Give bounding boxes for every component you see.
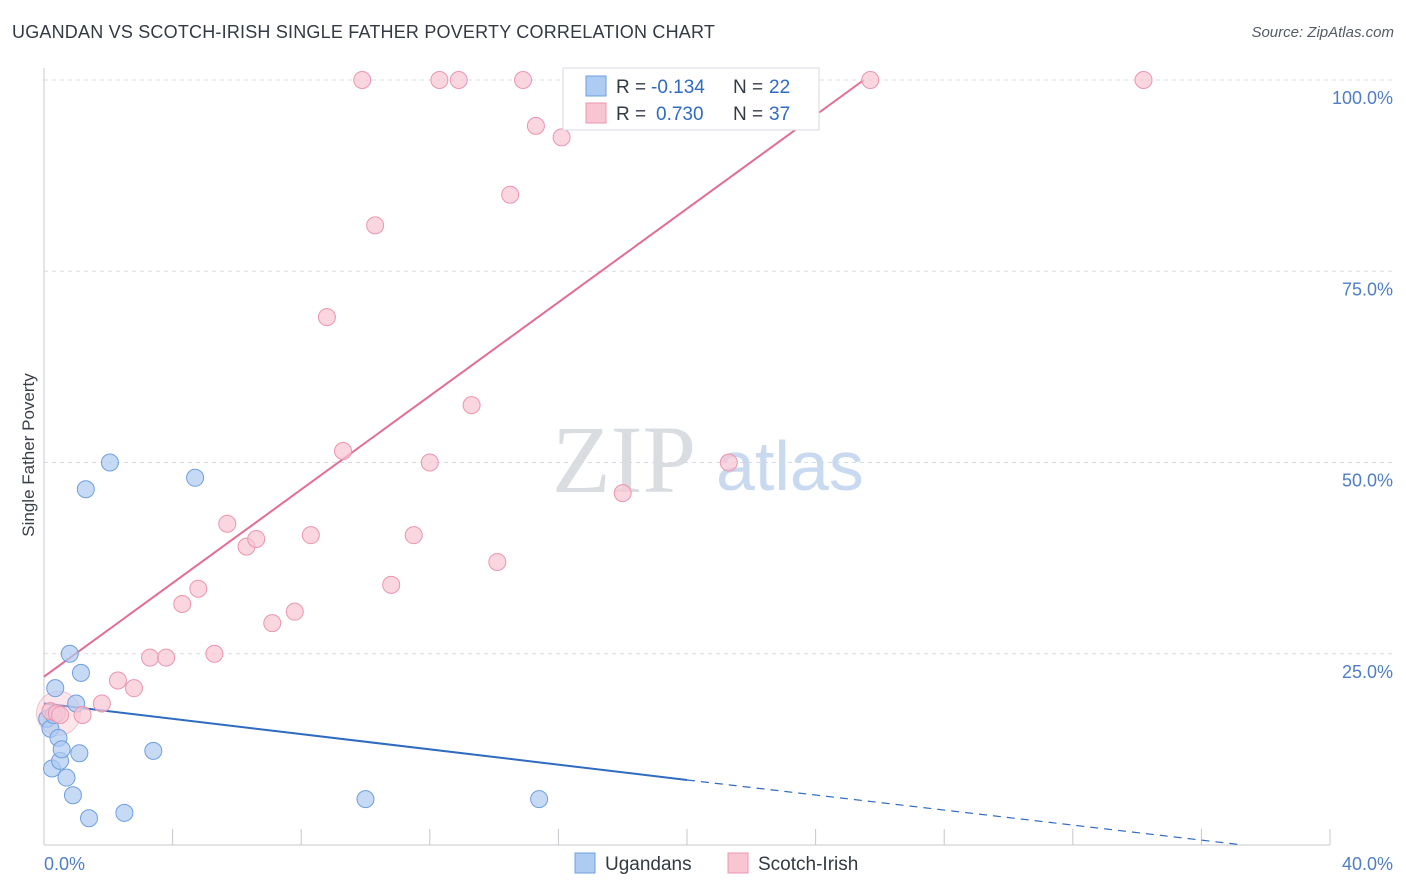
legend-r-value-ugandans: -0.134 — [651, 77, 705, 98]
series-legend-label-scotch-irish: Scotch-Irish — [758, 854, 858, 875]
ugandans-point — [186, 468, 205, 487]
data-points — [35, 71, 1153, 828]
source-label: Source: ZipAtlas.com — [1251, 24, 1394, 41]
ugandans-point — [80, 809, 99, 828]
y-tick-label-50: 50.0% — [1342, 471, 1393, 491]
scotch-irish-point — [353, 71, 372, 89]
ugandans-point — [70, 744, 89, 763]
scotch-irish-point — [205, 644, 224, 663]
y-axis-label: Single Father Poverty — [19, 373, 38, 537]
series-legend-swatch-scotch-irish — [727, 852, 749, 874]
ugandans-point — [46, 679, 65, 698]
scotch-irish-point — [157, 648, 176, 667]
scotch-irish-point — [861, 71, 880, 89]
chart-title: UGANDAN VS SCOTCH-IRISH SINGLE FATHER PO… — [12, 22, 716, 42]
scotch-irish-point — [613, 484, 632, 503]
scotch-irish-point — [449, 71, 468, 89]
watermark-atlas: atlas — [716, 427, 864, 505]
trend-line-ugandans — [43, 702, 688, 781]
scotch-irish-point — [333, 442, 352, 461]
grid-lines — [44, 79, 1392, 655]
legend-swatch-scotch-irish — [585, 102, 607, 124]
ugandans-point — [100, 453, 119, 472]
scotch-irish-point — [404, 526, 423, 545]
y-tick-label-25: 25.0% — [1342, 662, 1393, 682]
scotch-irish-point — [552, 128, 571, 147]
scotch-irish-point — [173, 595, 192, 614]
stats-legend: R = -0.134 N = 22 R = 0.730 N = 37 — [562, 67, 820, 131]
legend-r-label-ugandans: R = — [616, 77, 646, 98]
legend-n-label-ugandans: N = — [733, 77, 763, 98]
trend-line-ugandans-extension — [686, 779, 1244, 846]
scotch-irish-point — [382, 575, 401, 594]
legend-n-value-scotch-irish: 37 — [769, 104, 790, 125]
ugandans-point — [356, 790, 375, 809]
ugandans-point — [76, 480, 95, 499]
series-legend: Ugandans Scotch-Irish — [574, 852, 858, 875]
x-tick-label-min: 0.0% — [44, 854, 85, 874]
scotch-irish-point — [430, 71, 449, 89]
legend-swatch-ugandans — [585, 75, 607, 97]
scotch-irish-point — [247, 530, 266, 548]
series-legend-swatch-ugandans — [574, 852, 596, 874]
scotch-irish-point — [488, 552, 507, 571]
scotch-irish-point — [51, 705, 70, 724]
y-tick-labels: 25.0% 50.0% 75.0% 100.0% — [1332, 88, 1393, 682]
scotch-irish-point — [719, 453, 738, 472]
scotch-irish-point — [501, 185, 520, 204]
scotch-irish-point — [526, 116, 545, 135]
ugandans-point — [63, 786, 82, 805]
ugandans-point — [71, 663, 90, 682]
scotch-irish-point — [514, 71, 533, 89]
scotch-irish-point — [462, 396, 481, 415]
scotch-irish-point — [366, 216, 385, 235]
scotch-irish-point — [73, 705, 92, 724]
scotch-irish-point — [263, 614, 282, 633]
ugandans-point — [57, 768, 76, 787]
scotch-irish-point — [285, 602, 304, 621]
ugandans-point — [530, 790, 549, 809]
series-legend-label-ugandans: Ugandans — [605, 854, 692, 875]
scotch-irish-point — [125, 679, 144, 698]
scotch-irish-point — [189, 579, 208, 598]
scotch-irish-point — [317, 308, 336, 327]
legend-r-value-scotch-irish: 0.730 — [656, 104, 704, 125]
scotch-irish-point — [141, 648, 160, 667]
y-tick-label-100: 100.0% — [1332, 88, 1393, 108]
scotch-irish-point — [92, 694, 111, 713]
ugandans-point — [144, 741, 163, 760]
ugandans-point — [60, 644, 79, 663]
scotch-irish-point — [218, 514, 237, 533]
scotch-irish-point — [420, 453, 439, 472]
ugandans-point — [52, 740, 71, 759]
x-tick-label-max: 40.0% — [1342, 854, 1393, 874]
scotch-irish-point — [108, 671, 127, 690]
y-tick-label-75: 75.0% — [1342, 279, 1393, 299]
scotch-irish-point — [301, 526, 320, 545]
trend-line-scotch-irish — [43, 79, 865, 678]
legend-n-value-ugandans: 22 — [769, 77, 790, 98]
legend-n-label-scotch-irish: N = — [733, 104, 763, 125]
legend-r-label-scotch-irish: R = — [616, 104, 646, 125]
scotch-irish-point — [1134, 71, 1153, 89]
ugandans-point — [115, 803, 134, 822]
trend-lines — [43, 79, 1244, 846]
